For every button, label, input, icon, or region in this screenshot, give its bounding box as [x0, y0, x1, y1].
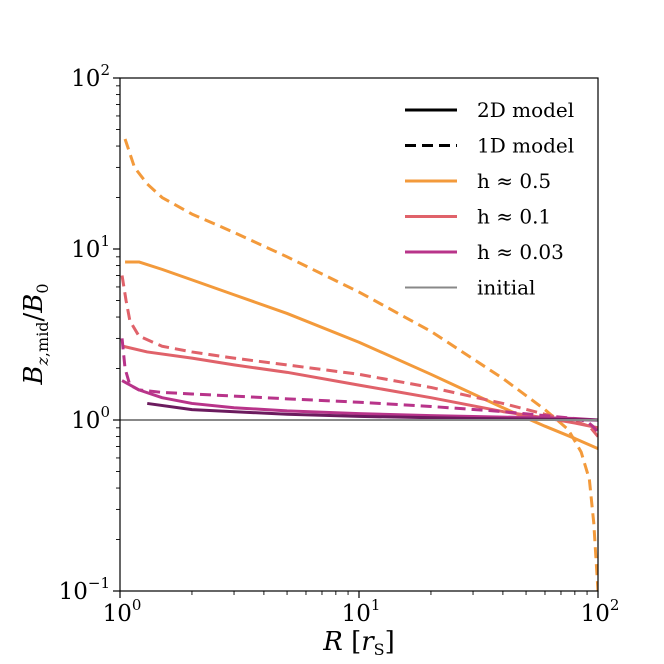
series-line-0 — [125, 260, 598, 451]
svg-text:R [rS]: R [rS] — [322, 627, 395, 659]
legend-label-1: 1D model — [477, 134, 574, 158]
plot-background — [120, 78, 598, 591]
legend-label-3: h ≈ 0.1 — [477, 205, 551, 229]
legend: 2D model 1D model h ≈ 0.5 h ≈ 0.1 h ≈ 0.03 in… — [405, 98, 574, 300]
y-axis-label: Bz,mid/B0 — [19, 283, 52, 385]
y-tick-label-3: 102 — [71, 61, 110, 92]
y-tick-label-1: 100 — [71, 403, 110, 434]
legend-label-4: h ≈ 0.03 — [477, 240, 564, 264]
y-tick-label-2: 101 — [71, 232, 110, 263]
legend-label-5: initial — [477, 276, 535, 300]
svg-text:Bz,mid/B0: Bz,mid/B0 — [19, 283, 52, 385]
x-tick-label-1: 101 — [342, 596, 381, 627]
legend-label-0: 2D model — [477, 98, 574, 122]
legend-label-2: h ≈ 0.5 — [477, 169, 551, 193]
y-tick-label-0: 10−1 — [59, 574, 110, 605]
series-layer — [120, 138, 598, 591]
series-line-1 — [123, 138, 598, 591]
x-tick-label-2: 102 — [581, 596, 620, 627]
x-tick-label-0: 100 — [103, 596, 142, 627]
x-axis-label: R [rS] — [322, 627, 395, 659]
